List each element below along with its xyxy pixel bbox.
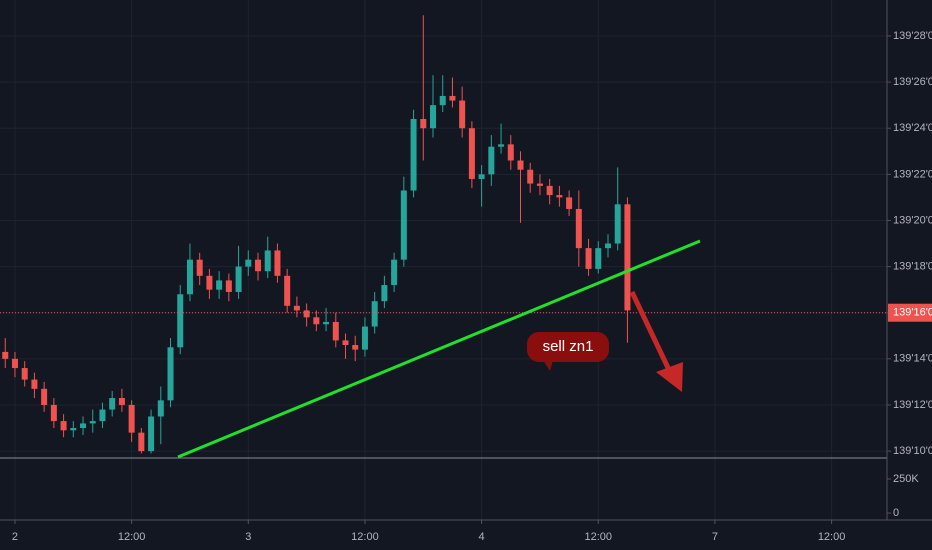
- candle-body: [400, 190, 407, 260]
- candle-body: [167, 347, 174, 401]
- candle-body: [604, 243, 611, 249]
- candle-body: [293, 305, 300, 311]
- candle-body: [342, 340, 349, 345]
- candle-body: [186, 259, 193, 295]
- candle-body: [478, 174, 485, 179]
- candle-body: [420, 118, 427, 129]
- candle-body: [527, 169, 534, 184]
- candle-body: [50, 404, 57, 422]
- x-tick-label: 2: [12, 531, 18, 543]
- candle-body: [89, 421, 96, 424]
- candle-body: [21, 368, 28, 380]
- candle-body: [138, 432, 145, 452]
- annotation-bubble: sell zn1: [527, 332, 609, 371]
- x-tick-label: 7: [712, 531, 718, 543]
- candle-body: [284, 275, 291, 306]
- candle-body: [206, 275, 213, 290]
- y-tick-label: 139'28'0: [893, 30, 932, 42]
- y-tick-label: 139'22'0: [893, 168, 932, 180]
- candle-body: [430, 105, 437, 129]
- y-tick-label: 139'26'0: [893, 76, 932, 88]
- x-tick-label: 12:00: [585, 531, 613, 543]
- candles: [0, 15, 887, 454]
- candle-body: [264, 250, 271, 272]
- candle-body: [585, 248, 592, 269]
- axes: 139'10'0 139'12'0 139'14'0 139'16'0 139'18'0…: [12, 30, 932, 543]
- candle-body: [255, 259, 262, 272]
- candle-body: [381, 285, 388, 302]
- candle-body: [566, 197, 573, 209]
- volume-tick-label: 250K: [893, 473, 919, 485]
- candle-body: [216, 280, 223, 290]
- candle-body: [488, 146, 495, 175]
- candle-body: [556, 195, 563, 198]
- candle-body: [274, 250, 281, 276]
- y-tick-label: 139'12'0: [893, 399, 932, 411]
- candle-body: [41, 388, 48, 405]
- sell-arrow: [629, 290, 683, 392]
- candle-body: [468, 128, 475, 179]
- x-tick-label: 12:00: [351, 531, 379, 543]
- candle-body: [595, 248, 602, 269]
- candle-body: [449, 95, 456, 101]
- candle-body: [99, 409, 106, 422]
- candle-body: [11, 358, 18, 369]
- x-tick-label: 12:00: [118, 531, 146, 543]
- y-tick-label: 139'18'0: [893, 260, 932, 272]
- candle-body: [546, 185, 553, 196]
- candle-body: [624, 204, 631, 311]
- candle-body: [2, 351, 9, 359]
- annotation-text: sell zn1: [543, 338, 594, 355]
- grid: [0, 0, 887, 520]
- candle-body: [80, 423, 87, 429]
- candle-body: [614, 204, 621, 244]
- x-tick-label: 4: [479, 531, 485, 543]
- y-tick-label: 139'24'0: [893, 122, 932, 134]
- candle-body: [323, 321, 330, 325]
- candle-body: [313, 317, 320, 325]
- candle-body: [361, 326, 368, 350]
- x-tick-label: 12:00: [818, 531, 846, 543]
- candle-body: [439, 95, 446, 106]
- y-tick-label: 139'20'0: [893, 214, 932, 226]
- candle-body: [157, 400, 164, 417]
- candle-body: [235, 266, 242, 292]
- last-price-label: 139'16'0: [893, 307, 932, 319]
- trend-line: [177, 239, 701, 459]
- volume-tick-label: 0: [893, 507, 899, 519]
- candle-body: [70, 428, 77, 431]
- candle-body: [459, 100, 466, 129]
- candle-body: [225, 280, 232, 292]
- candle-body: [352, 344, 359, 350]
- x-tick-label: 3: [245, 531, 251, 543]
- candle-body: [128, 404, 135, 433]
- candle-body: [196, 259, 203, 276]
- candle-body: [31, 379, 38, 389]
- candle-body: [60, 421, 67, 431]
- candle-body: [575, 208, 582, 249]
- candle-body: [371, 301, 378, 327]
- candle-body: [332, 321, 339, 341]
- candle-body: [303, 310, 310, 318]
- y-tick-label: 139'14'0: [893, 353, 932, 365]
- candle-body: [148, 416, 155, 452]
- candle-body: [391, 259, 398, 286]
- candle-body: [517, 160, 524, 170]
- candle-body: [109, 398, 116, 410]
- candle-body: [498, 144, 505, 147]
- candle-body: [507, 144, 514, 161]
- candle-body: [536, 183, 543, 186]
- candle-body: [245, 259, 252, 267]
- candle-body: [410, 118, 417, 191]
- last-price-box: [888, 303, 932, 322]
- y-tick-label: 139'10'0: [893, 445, 932, 457]
- candle-body: [177, 294, 184, 348]
- candle-body: [118, 398, 125, 405]
